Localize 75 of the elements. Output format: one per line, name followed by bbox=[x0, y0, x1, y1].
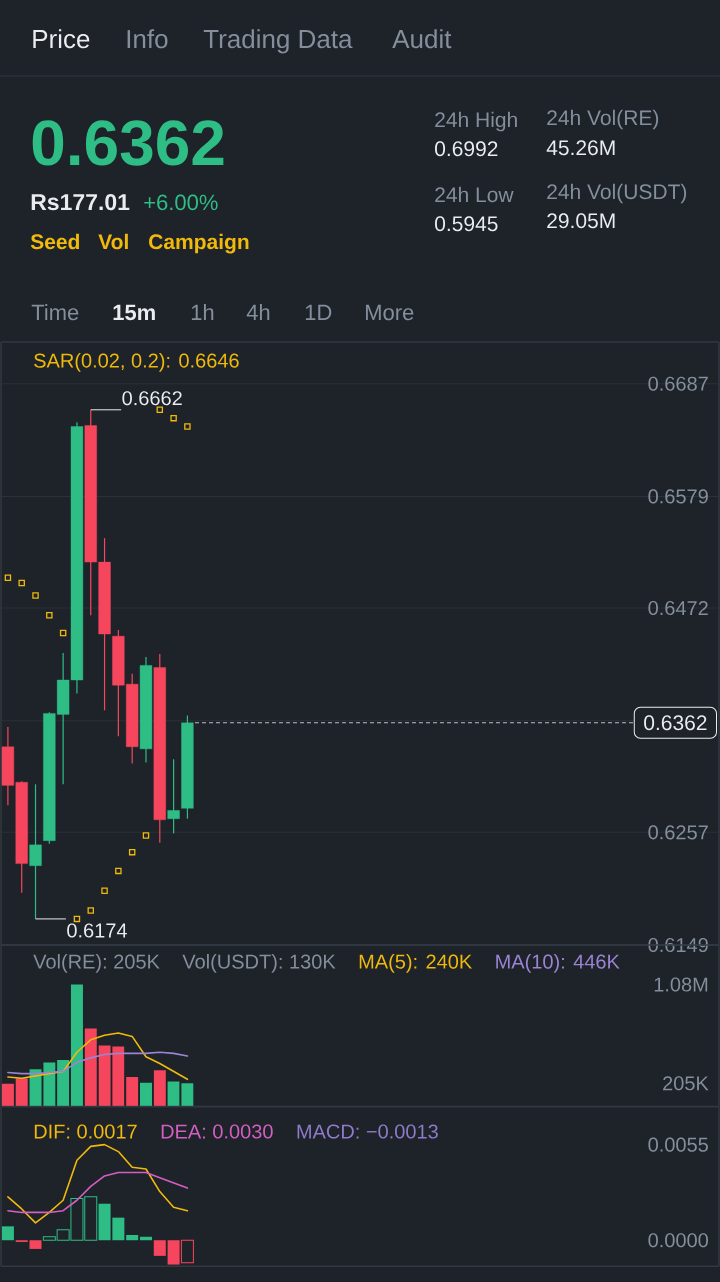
text: Rs177.01 bbox=[31, 193, 130, 211]
text: 0.5945 bbox=[435, 216, 498, 232]
text: 1D bbox=[305, 304, 332, 320]
y-tick-label: 0.6579 bbox=[648, 489, 708, 504]
point bbox=[184, 423, 191, 430]
point bbox=[156, 406, 164, 414]
text: 29.05M bbox=[547, 213, 615, 229]
bar bbox=[29, 1069, 42, 1107]
text: 24h Vol(USDT) bbox=[547, 183, 687, 204]
ref-line-label: 0.6362 bbox=[644, 715, 707, 731]
text: Price bbox=[33, 29, 90, 49]
point bbox=[46, 612, 53, 619]
point bbox=[115, 867, 122, 875]
annotation: Vol(USDT): 130K bbox=[182, 954, 336, 973]
text: 0.6992 bbox=[435, 141, 498, 157]
annotation: 0.6174 bbox=[67, 923, 127, 938]
y-tick-label: 0.6149 bbox=[648, 937, 708, 953]
text: Time bbox=[31, 304, 79, 321]
point bbox=[73, 915, 81, 923]
y-tick-label: 0.0000 bbox=[648, 1233, 709, 1248]
text: Campaign bbox=[149, 233, 249, 254]
bar bbox=[139, 1082, 152, 1107]
point bbox=[170, 414, 177, 422]
annotation: 0.6662 bbox=[122, 391, 182, 406]
bar bbox=[29, 1240, 42, 1249]
text: MA(10): 446K bbox=[496, 954, 620, 973]
series-label: DIF: 0.0017 bbox=[34, 1124, 137, 1139]
annotation: Vol(RE): 205K bbox=[33, 954, 160, 973]
line-series bbox=[7, 1143, 189, 1224]
point bbox=[128, 848, 136, 856]
y-tick-label: 0.6257 bbox=[648, 825, 708, 840]
point bbox=[4, 574, 12, 582]
point bbox=[87, 907, 94, 914]
text: 24h Vol(RE) bbox=[547, 109, 659, 130]
point bbox=[59, 629, 67, 637]
bar bbox=[153, 1070, 166, 1107]
text: 4h bbox=[246, 304, 270, 320]
y-tick-label: 0.0055 bbox=[648, 1137, 708, 1152]
annotation: MACD: −0.0013 bbox=[297, 1124, 438, 1139]
text: 24h High bbox=[435, 111, 517, 132]
y-tick-label: 0.6472 bbox=[648, 600, 708, 616]
series-label: DEA: 0.0030 bbox=[161, 1124, 273, 1139]
text: 15m bbox=[113, 304, 155, 321]
text: 1h bbox=[191, 304, 214, 320]
point bbox=[142, 832, 150, 839]
text: Info bbox=[127, 29, 168, 49]
bar bbox=[1, 1083, 14, 1107]
text: MA(5): 240K bbox=[359, 954, 472, 973]
bar bbox=[15, 1078, 28, 1107]
text: More bbox=[366, 304, 414, 321]
text: Audit bbox=[392, 29, 452, 49]
text: 45.26M bbox=[546, 140, 615, 156]
y-tick-label: 1.08M bbox=[654, 977, 708, 992]
point bbox=[101, 887, 108, 894]
point bbox=[32, 592, 39, 599]
text: SAR(0.02, 0.2): 0.6646 bbox=[34, 352, 239, 372]
candlestick bbox=[167, 758, 180, 834]
y-tick-label: 205K bbox=[663, 1076, 709, 1091]
text: Seed bbox=[30, 233, 80, 250]
point bbox=[18, 579, 25, 587]
y-tick-label: 0.6687 bbox=[648, 376, 708, 391]
candlestick bbox=[29, 783, 42, 920]
text: Trading Data bbox=[203, 29, 353, 54]
text: +6.00% bbox=[144, 194, 218, 211]
text: Vol bbox=[98, 233, 128, 250]
bar bbox=[1, 1226, 14, 1241]
text: 24h Low bbox=[435, 186, 514, 203]
bar bbox=[181, 1083, 194, 1107]
bar bbox=[70, 984, 83, 1107]
bar bbox=[57, 1060, 70, 1107]
bar bbox=[153, 1240, 166, 1256]
bar bbox=[84, 1028, 97, 1107]
bar bbox=[126, 1077, 139, 1107]
bar bbox=[126, 1235, 139, 1241]
text: 0.6362 bbox=[32, 120, 224, 166]
